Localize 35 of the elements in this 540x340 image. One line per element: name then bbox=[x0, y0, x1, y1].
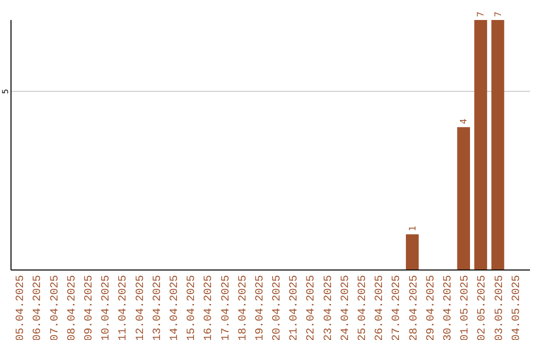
x-tick-label: 04.05.2025 bbox=[510, 275, 523, 340]
x-tick-label: 03.05.2025 bbox=[494, 275, 506, 340]
x-tick-label: 14.04.2025 bbox=[168, 275, 181, 340]
x-tick-label: 10.04.2025 bbox=[100, 275, 113, 340]
x-tick-label: 24.04.2025 bbox=[340, 275, 352, 340]
x-tick-label: 20.04.2025 bbox=[272, 275, 284, 340]
data-label: 1 bbox=[408, 226, 418, 232]
x-tick-label: 17.04.2025 bbox=[220, 275, 232, 340]
data-label: 7 bbox=[494, 12, 504, 17]
x-tick-label: 11.04.2025 bbox=[118, 275, 130, 340]
x-tick-label: 06.04.2025 bbox=[32, 275, 44, 340]
x-tick-label: 22.04.2025 bbox=[306, 275, 318, 340]
x-tick-label: 29.04.2025 bbox=[425, 275, 438, 340]
x-tick-label: 08.04.2025 bbox=[66, 275, 78, 340]
x-tick-label: 18.04.2025 bbox=[237, 275, 250, 340]
y-tick-label: 5 bbox=[1, 88, 10, 94]
x-tick-label: 13.04.2025 bbox=[152, 275, 164, 340]
x-tick-label: 27.04.2025 bbox=[391, 275, 404, 340]
x-tick-label: 19.04.2025 bbox=[254, 275, 266, 340]
data-label: 7 bbox=[476, 12, 487, 17]
data-label: 4 bbox=[460, 118, 470, 124]
x-tick-label: 25.04.2025 bbox=[357, 275, 370, 340]
x-tick-label: 23.04.2025 bbox=[322, 275, 335, 340]
x-tick-label: 26.04.2025 bbox=[374, 275, 386, 340]
x-tick-label: 09.04.2025 bbox=[84, 275, 96, 340]
x-tick-label: 15.04.2025 bbox=[186, 275, 198, 340]
x-tick-label: 02.05.2025 bbox=[476, 275, 489, 340]
x-tick-label: 21.04.2025 bbox=[288, 275, 301, 340]
x-tick-label: 01.05.2025 bbox=[460, 275, 472, 340]
x-tick-label: 16.04.2025 bbox=[203, 275, 216, 340]
x-tick-label: 05.04.2025 bbox=[15, 275, 28, 340]
x-tick-label: 28.04.2025 bbox=[408, 275, 420, 340]
x-tick-label: 07.04.2025 bbox=[49, 275, 62, 340]
x-tick-label: 30.04.2025 bbox=[442, 275, 454, 340]
x-tick-label: 12.04.2025 bbox=[134, 275, 147, 340]
